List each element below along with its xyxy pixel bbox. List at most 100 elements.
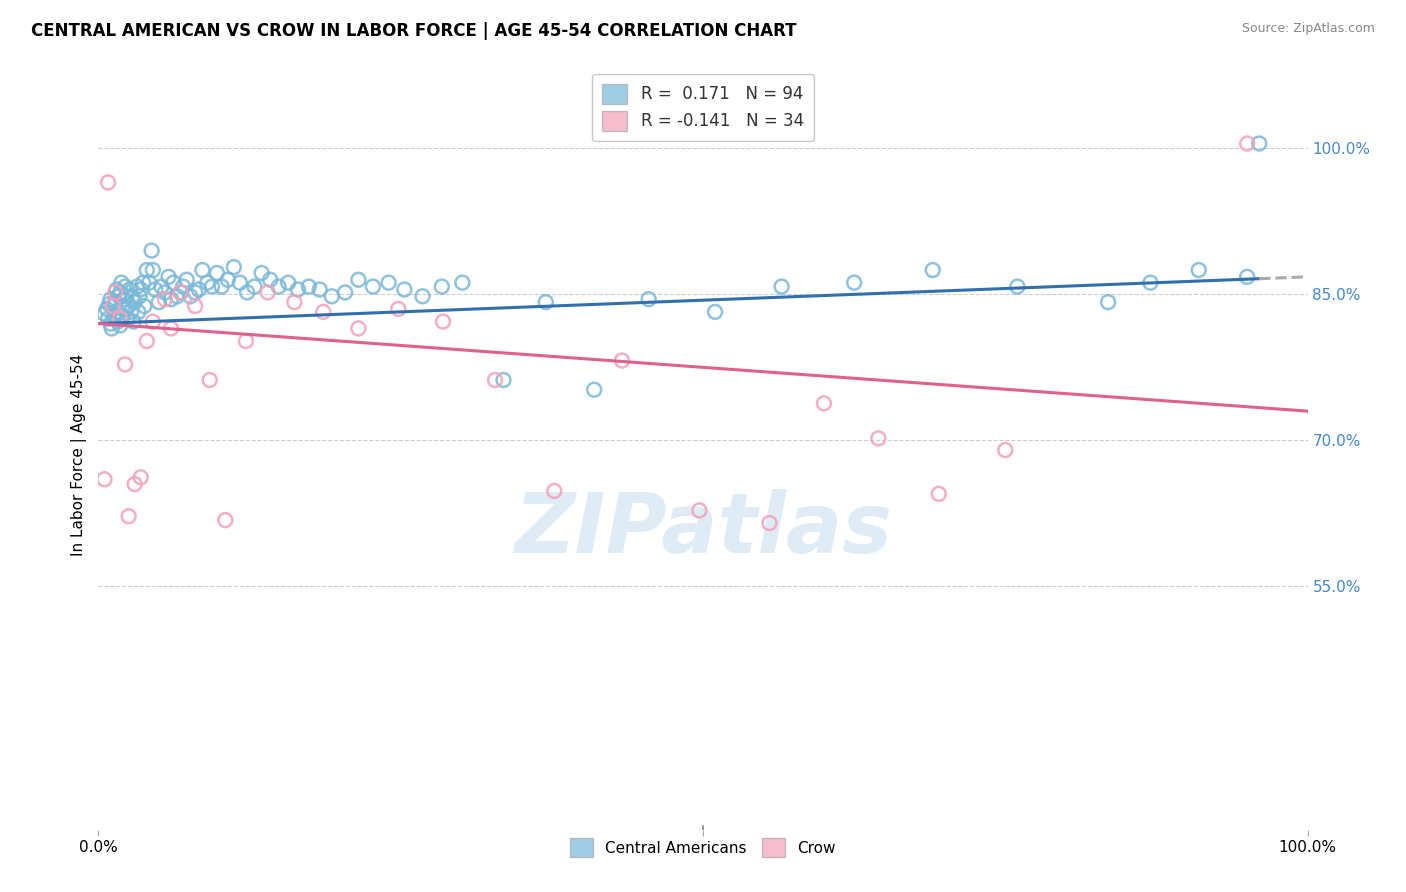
Point — [236, 285, 259, 300]
Point — [134, 299, 156, 313]
Point — [124, 295, 146, 310]
Point — [195, 276, 218, 290]
Point — [256, 285, 278, 300]
Point — [157, 269, 180, 284]
Point — [214, 513, 236, 527]
Text: CENTRAL AMERICAN VS CROW IN LABOR FORCE | AGE 45-54 CORRELATION CHART: CENTRAL AMERICAN VS CROW IN LABOR FORCE … — [31, 22, 796, 40]
Point — [198, 373, 221, 387]
Point — [1236, 136, 1258, 151]
Point — [101, 299, 124, 313]
Point — [394, 283, 416, 297]
Point — [96, 301, 118, 316]
Point — [868, 431, 890, 445]
Point — [117, 311, 139, 326]
Point — [169, 285, 191, 300]
Text: Source: ZipAtlas.com: Source: ZipAtlas.com — [1241, 22, 1375, 36]
Point — [97, 176, 120, 190]
Point — [235, 334, 257, 348]
Point — [484, 373, 506, 387]
Point — [172, 279, 194, 293]
Point — [118, 283, 141, 297]
Point — [222, 260, 245, 274]
Point — [277, 276, 299, 290]
Point — [813, 396, 835, 410]
Point — [101, 299, 124, 313]
Point — [127, 305, 149, 319]
Point — [108, 289, 131, 303]
Point — [187, 283, 209, 297]
Point — [534, 295, 557, 310]
Point — [321, 289, 343, 303]
Point — [312, 305, 335, 319]
Point — [93, 472, 115, 486]
Point — [153, 285, 176, 300]
Point — [108, 311, 131, 326]
Point — [688, 503, 710, 517]
Point — [770, 279, 793, 293]
Point — [166, 289, 188, 303]
Point — [148, 295, 170, 310]
Point — [229, 276, 252, 290]
Point — [122, 315, 145, 329]
Point — [184, 299, 207, 313]
Point — [150, 279, 173, 293]
Point — [1139, 276, 1161, 290]
Point — [211, 279, 233, 293]
Point — [160, 321, 183, 335]
Point — [201, 279, 224, 293]
Point — [298, 279, 321, 293]
Point — [1097, 295, 1119, 310]
Point — [107, 315, 129, 329]
Point — [110, 276, 132, 290]
Point — [347, 321, 370, 335]
Point — [308, 283, 330, 297]
Point — [1188, 263, 1211, 277]
Point — [114, 301, 136, 316]
Point — [610, 353, 633, 368]
Point — [135, 334, 157, 348]
Point — [114, 358, 136, 372]
Point — [347, 273, 370, 287]
Point — [118, 509, 141, 524]
Point — [283, 295, 305, 310]
Text: ZIPatlas: ZIPatlas — [515, 490, 891, 570]
Point — [129, 283, 152, 297]
Point — [377, 276, 399, 290]
Point — [451, 276, 474, 290]
Point — [153, 292, 176, 306]
Point — [543, 483, 565, 498]
Point — [143, 283, 166, 297]
Point — [111, 309, 134, 323]
Point — [120, 305, 142, 319]
Point — [104, 285, 127, 300]
Point — [114, 279, 136, 293]
Point — [132, 276, 155, 290]
Point — [103, 309, 125, 323]
Point — [104, 295, 127, 310]
Point — [129, 470, 152, 484]
Point — [704, 305, 727, 319]
Point — [142, 315, 165, 329]
Point — [191, 263, 214, 277]
Point — [411, 289, 433, 303]
Point — [121, 289, 143, 303]
Y-axis label: In Labor Force | Age 45-54: In Labor Force | Age 45-54 — [72, 354, 87, 556]
Point — [135, 263, 157, 277]
Point — [115, 289, 138, 303]
Point — [217, 273, 239, 287]
Point — [169, 285, 191, 300]
Point — [928, 487, 950, 501]
Point — [142, 263, 165, 277]
Point — [1007, 279, 1029, 293]
Point — [105, 283, 128, 297]
Point — [127, 279, 149, 293]
Point — [128, 289, 150, 303]
Point — [111, 299, 134, 313]
Point — [1236, 269, 1258, 284]
Point — [637, 292, 659, 306]
Point — [105, 305, 128, 319]
Point — [108, 318, 131, 333]
Point — [430, 279, 453, 293]
Point — [98, 297, 121, 311]
Point — [141, 244, 163, 258]
